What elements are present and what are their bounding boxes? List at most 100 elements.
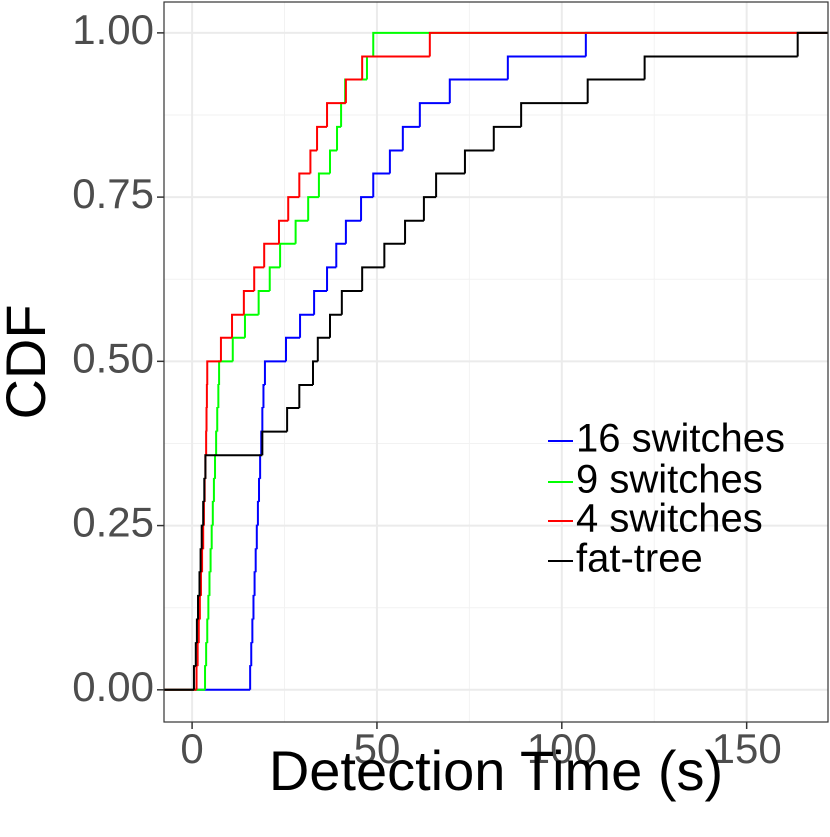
step [199, 571, 203, 596]
step [204, 665, 207, 690]
step [197, 594, 200, 620]
legend-label: 4 switches [576, 497, 763, 541]
step [253, 266, 265, 292]
step [313, 290, 328, 315]
step [340, 290, 363, 315]
step [643, 55, 798, 80]
step [201, 548, 204, 573]
y-tick-label: 0.25 [72, 499, 154, 546]
step [250, 642, 253, 667]
step [197, 618, 200, 644]
step [231, 313, 244, 338]
step [796, 31, 828, 57]
step [326, 102, 346, 127]
axes: 0 50 100 150 0.00 0.25 0.50 0.75 1.00 [72, 6, 781, 772]
step [242, 290, 255, 315]
step [211, 500, 214, 526]
step [307, 196, 319, 221]
step [506, 55, 586, 80]
step [198, 594, 201, 620]
step [298, 383, 313, 408]
step [195, 618, 199, 644]
step [448, 78, 508, 104]
step [317, 172, 330, 198]
step [206, 618, 209, 644]
step [196, 642, 199, 667]
step [256, 500, 260, 526]
step [298, 172, 311, 198]
step [200, 524, 204, 550]
step [361, 55, 430, 80]
step [263, 360, 287, 385]
step [215, 430, 218, 456]
step [243, 313, 259, 338]
legend-label: fat-tree [576, 537, 703, 581]
step [401, 125, 420, 151]
step [329, 149, 338, 174]
step [309, 149, 318, 174]
step [202, 500, 205, 526]
x-tick-label: 100 [527, 725, 597, 772]
y-tick-label: 0.50 [72, 334, 154, 381]
step [361, 266, 385, 292]
step [192, 665, 196, 690]
x-tick-label: 150 [712, 725, 782, 772]
step [255, 524, 258, 550]
step [194, 642, 197, 667]
step [335, 242, 346, 268]
step [294, 219, 309, 244]
step [257, 290, 270, 315]
y-tick-label: 0.75 [72, 170, 154, 217]
step [388, 149, 403, 174]
step [259, 454, 262, 479]
step [198, 571, 201, 596]
step [422, 196, 437, 221]
step [418, 102, 450, 127]
step [326, 266, 337, 292]
step [261, 430, 288, 456]
step [204, 454, 263, 479]
step [203, 477, 206, 502]
step [336, 125, 342, 151]
x-tick-label: 0 [180, 725, 203, 772]
step [209, 548, 212, 573]
y-tick-label: 1.00 [72, 6, 154, 53]
step [263, 242, 279, 268]
grid [164, 2, 828, 722]
step [217, 383, 220, 408]
step [214, 454, 217, 479]
step [254, 548, 257, 573]
step [428, 31, 828, 57]
step [195, 665, 198, 690]
step [520, 102, 588, 127]
step [251, 618, 254, 644]
step [586, 78, 645, 104]
step [212, 477, 216, 502]
step [360, 196, 374, 221]
step [199, 548, 202, 573]
step [202, 524, 205, 550]
step [329, 313, 342, 338]
step [383, 242, 406, 268]
step [207, 594, 210, 620]
step [435, 172, 465, 198]
step [258, 477, 261, 502]
y-tick-label: 0.00 [72, 663, 154, 710]
step [463, 149, 494, 174]
step [287, 196, 300, 221]
step [492, 125, 522, 151]
step [206, 360, 221, 385]
x-axis-title: Detection Time (s) [269, 739, 723, 802]
step [316, 336, 330, 362]
step [268, 266, 281, 292]
step [261, 406, 264, 432]
step [286, 406, 300, 432]
step [205, 642, 208, 667]
step [253, 571, 256, 596]
step [210, 524, 213, 550]
step [208, 571, 211, 596]
step [262, 383, 265, 408]
step [249, 665, 252, 690]
